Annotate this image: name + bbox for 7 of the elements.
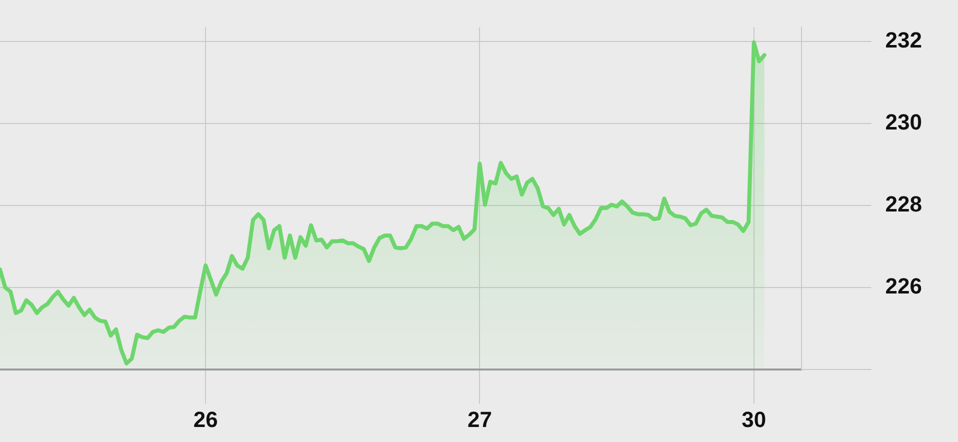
y-tick-label: 232 — [885, 28, 922, 53]
y-tick-label: 228 — [885, 192, 922, 217]
x-tick-label: 27 — [467, 406, 492, 432]
x-tick-label: 30 — [742, 406, 766, 432]
y-tick-label: 230 — [885, 110, 922, 135]
x-tick-label: 26 — [193, 406, 218, 432]
y-tick-label: 226 — [885, 274, 922, 299]
